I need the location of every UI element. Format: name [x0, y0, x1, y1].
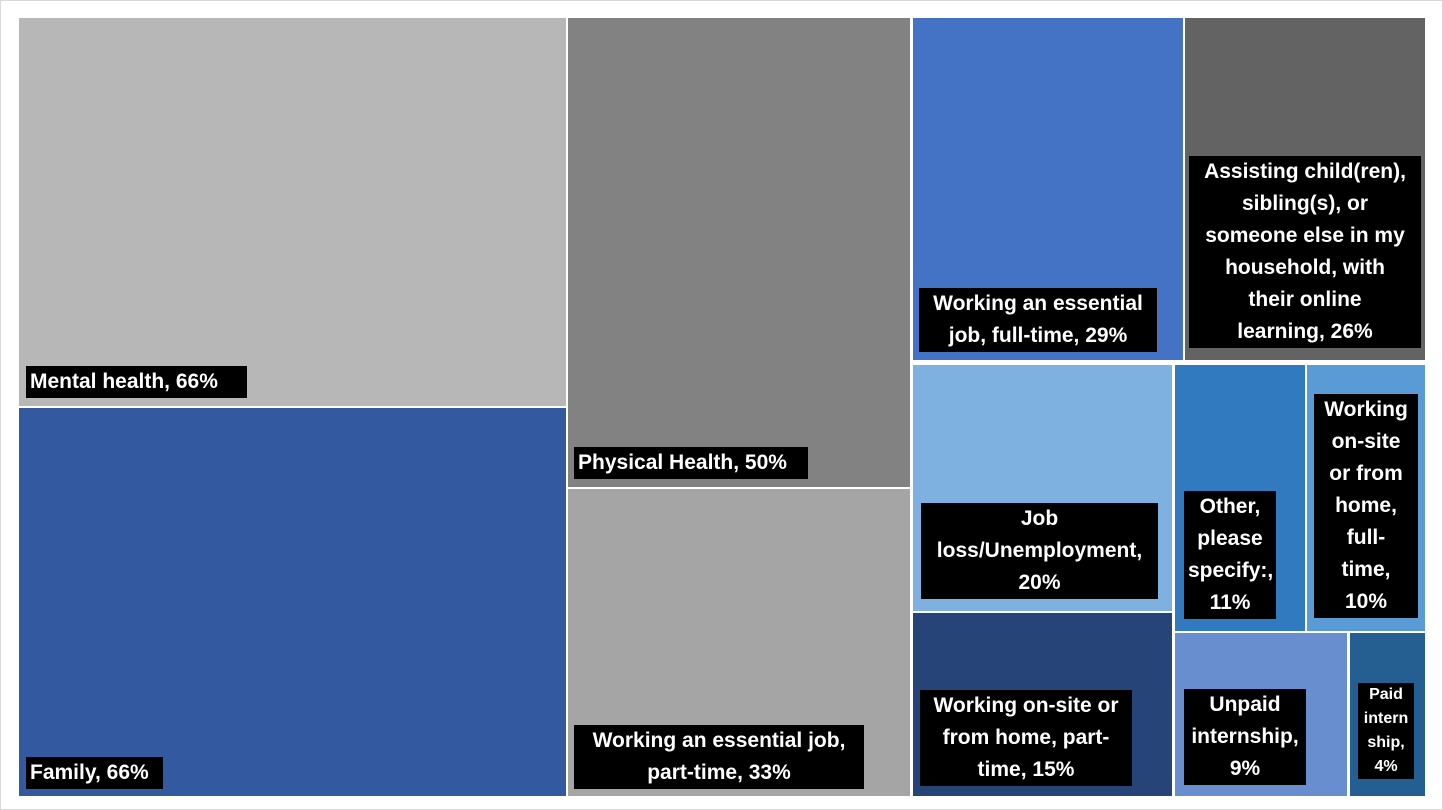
tile-physical-health	[568, 18, 910, 487]
tile-family	[19, 408, 566, 796]
tile-label: Other, please specify:, 11%	[1184, 491, 1276, 619]
tile-label: Physical Health, 50%	[574, 447, 808, 479]
tile-label: Family, 66%	[26, 757, 163, 789]
tile-label: Paid intern ship, 4%	[1358, 683, 1414, 779]
tile-label: Assisting child(ren), sibling(s), or someo…	[1189, 156, 1421, 348]
tile-label: Working on-site or from home, full-time, 10%	[1314, 394, 1418, 618]
tile-label: Working on-site or from home, part-time, …	[920, 690, 1132, 786]
tile-label: Working an essential job, part-time, 33%	[574, 725, 864, 789]
tile-label: Mental health, 66%	[26, 366, 247, 398]
tile-label: Unpaid internship, 9%	[1184, 689, 1306, 785]
tile-label: Job loss/Unemployment, 20%	[921, 503, 1158, 599]
tile-label: Working an essential job, full-time, 29%	[919, 288, 1157, 352]
tile-mental-health	[19, 18, 566, 406]
